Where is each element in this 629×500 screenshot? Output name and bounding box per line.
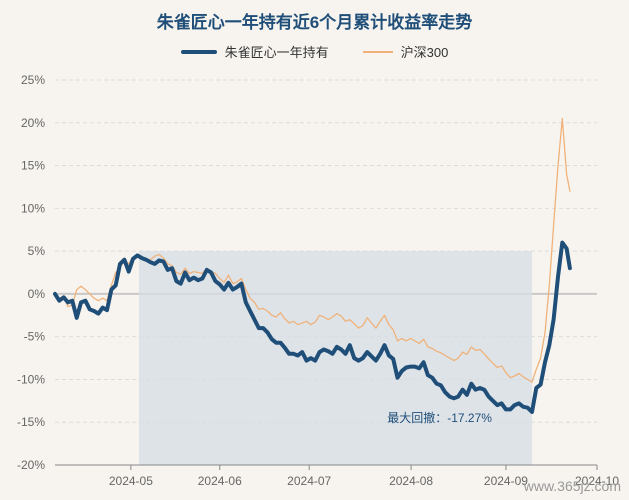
y-tick-label: -20% [17, 458, 45, 472]
legend-label-index: 沪深300 [400, 45, 449, 60]
x-tick-label: 2024-05 [109, 474, 153, 488]
x-tick-label: 2024-08 [389, 474, 433, 488]
y-tick-label: 0% [28, 287, 46, 301]
y-tick-label: 20% [21, 116, 45, 130]
x-tick-label: 2024-10 [575, 474, 619, 488]
y-tick-label: 25% [21, 73, 45, 87]
y-tick-label: 5% [28, 244, 46, 258]
series-line-fund [53, 240, 572, 414]
y-tick-label: -10% [17, 372, 45, 386]
x-axis: 2024-05 2024-06 2024-07 2024-08 2024-09 2024-… [55, 464, 619, 488]
max-drawdown-label: 最大回撤：-17.27% [387, 410, 492, 425]
drawdown-area [139, 251, 532, 465]
x-tick-label: 2024-06 [198, 474, 242, 488]
drawdown-region [139, 251, 532, 465]
series-lines [53, 117, 572, 414]
legend-item-fund[interactable]: 朱雀匠心一年持有 [180, 42, 329, 61]
legend-item-index[interactable]: 沪深300 [362, 42, 449, 61]
legend-swatch-fund [180, 49, 217, 54]
y-tick-label: -15% [17, 415, 45, 429]
x-tick-label: 2024-07 [287, 474, 331, 488]
y-tick-label: -5% [24, 330, 46, 344]
legend: 朱雀匠心一年持有 沪深300 [0, 42, 629, 61]
y-tick-label: 15% [21, 159, 45, 173]
legend-label-fund: 朱雀匠心一年持有 [224, 45, 329, 60]
site-watermark: www.365jz.com [523, 478, 621, 494]
y-axis: 25% 20% 15% 10% 5% 0% -5% -10% -15% -20% [17, 73, 45, 472]
x-tick-label: 2024-09 [484, 474, 528, 488]
legend-swatch-index [362, 50, 393, 53]
y-tick-label: 10% [21, 201, 45, 215]
chart-title: 朱雀匠心一年持有近6个月累计收益率走势 [156, 13, 473, 32]
